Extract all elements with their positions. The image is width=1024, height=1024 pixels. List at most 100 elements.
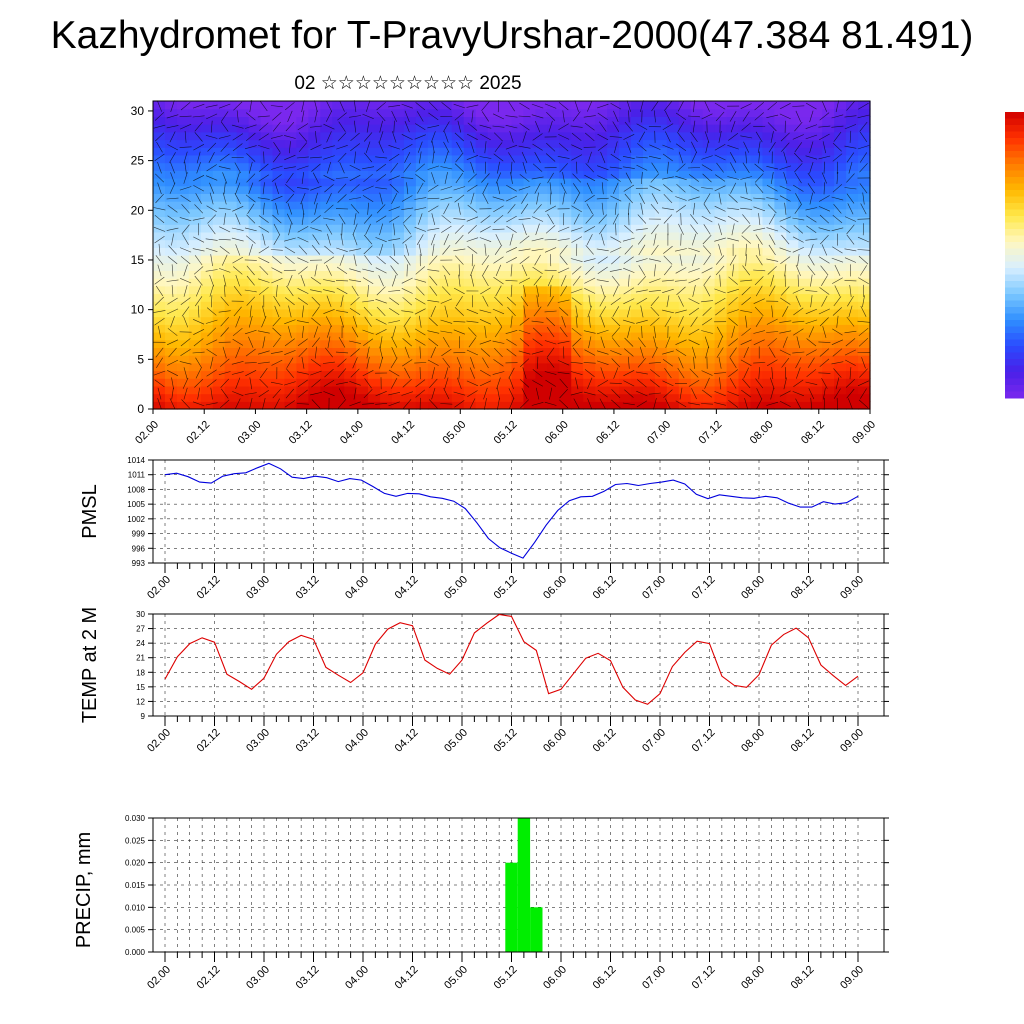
wind-arrow xyxy=(454,194,465,203)
wind-arrow xyxy=(667,161,669,174)
wind-arrow xyxy=(324,368,334,378)
heatmap-cell xyxy=(356,332,369,341)
heatmap-cell xyxy=(153,193,166,202)
heatmap-cell xyxy=(738,185,752,194)
wind-arrow xyxy=(364,316,372,327)
heatmap-cell xyxy=(654,347,668,356)
wind-arrow xyxy=(637,275,647,286)
heatmap-cell xyxy=(332,231,345,241)
wind-arrow xyxy=(493,132,503,142)
heatmap-cell xyxy=(595,362,608,372)
wind-arrow xyxy=(156,357,163,369)
wind-arrow xyxy=(417,141,423,153)
wind-arrow xyxy=(585,265,595,275)
heatmap-cell xyxy=(499,231,513,241)
heatmap-cell xyxy=(666,339,680,348)
wind-arrow xyxy=(546,111,556,121)
wind-arrow xyxy=(559,378,568,389)
wind-arrow xyxy=(296,371,309,375)
heatmap-cell xyxy=(726,216,740,225)
heatmap-cell xyxy=(559,124,572,133)
heatmap-cell xyxy=(487,316,501,325)
wind-arrow xyxy=(249,377,253,390)
wind-arrow xyxy=(714,372,727,374)
wind-arrow xyxy=(714,237,726,242)
heatmap-cell xyxy=(272,262,286,271)
heatmap-cell xyxy=(415,224,429,233)
heatmap-cell xyxy=(523,216,536,225)
heatmap-cell xyxy=(176,224,190,233)
heatmap-cell xyxy=(188,308,202,318)
heatmap-cell xyxy=(571,339,584,348)
heatmap-cell xyxy=(774,193,787,202)
heatmap-cell xyxy=(583,139,596,148)
wind-arrow xyxy=(636,123,648,130)
wind-arrow xyxy=(454,307,464,316)
wind-arrow xyxy=(274,305,280,318)
wind-arrow xyxy=(235,213,241,225)
heatmap-cell xyxy=(798,385,811,395)
wind-arrow xyxy=(832,348,843,357)
wind-arrow xyxy=(270,381,283,385)
heatmap-cell xyxy=(726,393,740,402)
wind-arrow xyxy=(350,184,360,193)
wind-arrow xyxy=(519,174,530,182)
wind-arrow xyxy=(220,399,230,409)
wind-arrow xyxy=(675,400,687,408)
heatmap-cell xyxy=(475,293,489,302)
wind-arrow xyxy=(729,111,737,122)
wind-arrow xyxy=(469,398,476,410)
heatmap-cell xyxy=(726,262,740,271)
wind-arrow xyxy=(441,348,452,357)
heatmap-cell xyxy=(212,185,226,194)
heatmap-cell xyxy=(368,231,381,241)
wind-arrow xyxy=(570,125,583,128)
heatmap-cell xyxy=(774,108,787,117)
heatmap-cell xyxy=(858,170,871,179)
wind-arrow xyxy=(442,336,450,348)
heatmap-cell xyxy=(451,178,465,187)
wind-arrow xyxy=(818,125,831,128)
heatmap-cell xyxy=(702,101,716,110)
wind-arrow xyxy=(792,134,804,140)
wind-arrow xyxy=(286,357,294,369)
heatmap-cell xyxy=(678,185,692,194)
x-tick-label: 06.12 xyxy=(591,964,619,992)
colorbar-segment xyxy=(1005,274,1024,282)
heatmap-cell xyxy=(714,278,728,287)
heatmap-cell xyxy=(212,131,226,141)
heatmap-cell xyxy=(798,224,811,233)
wind-arrow xyxy=(402,338,412,347)
heatmap-cell xyxy=(559,216,572,225)
heatmap-cell xyxy=(356,185,369,194)
heatmap-cell xyxy=(595,332,608,341)
heatmap-cell xyxy=(248,154,262,164)
heatmap-cell xyxy=(523,255,536,264)
wind-arrow xyxy=(676,183,686,193)
y-tick-label: 24 xyxy=(136,639,145,648)
heatmap-cell xyxy=(212,285,226,295)
heatmap-cell xyxy=(499,324,513,333)
wind-arrow xyxy=(338,213,346,225)
heatmap-cell xyxy=(368,178,381,187)
heatmap-cell xyxy=(475,355,489,364)
wind-arrow xyxy=(479,340,492,345)
wind-arrow xyxy=(821,172,827,184)
wind-arrow xyxy=(831,114,844,119)
heatmap-cell xyxy=(607,270,620,279)
wind-arrow xyxy=(535,223,540,236)
heatmap-cell xyxy=(559,324,572,333)
wind-arrow xyxy=(587,305,592,318)
heatmap-cell xyxy=(654,362,668,372)
heatmap-cell xyxy=(380,301,393,310)
wind-arrow xyxy=(623,319,635,324)
heatmap-cell xyxy=(356,201,369,210)
wind-arrow xyxy=(767,204,777,214)
heatmap-cell xyxy=(714,154,728,164)
wind-arrow xyxy=(466,104,479,108)
wind-arrow xyxy=(349,268,361,273)
heatmap-cell xyxy=(153,347,166,356)
heatmap-cell xyxy=(631,201,644,210)
wind-arrow xyxy=(375,156,388,159)
heatmap-cell xyxy=(642,293,656,302)
